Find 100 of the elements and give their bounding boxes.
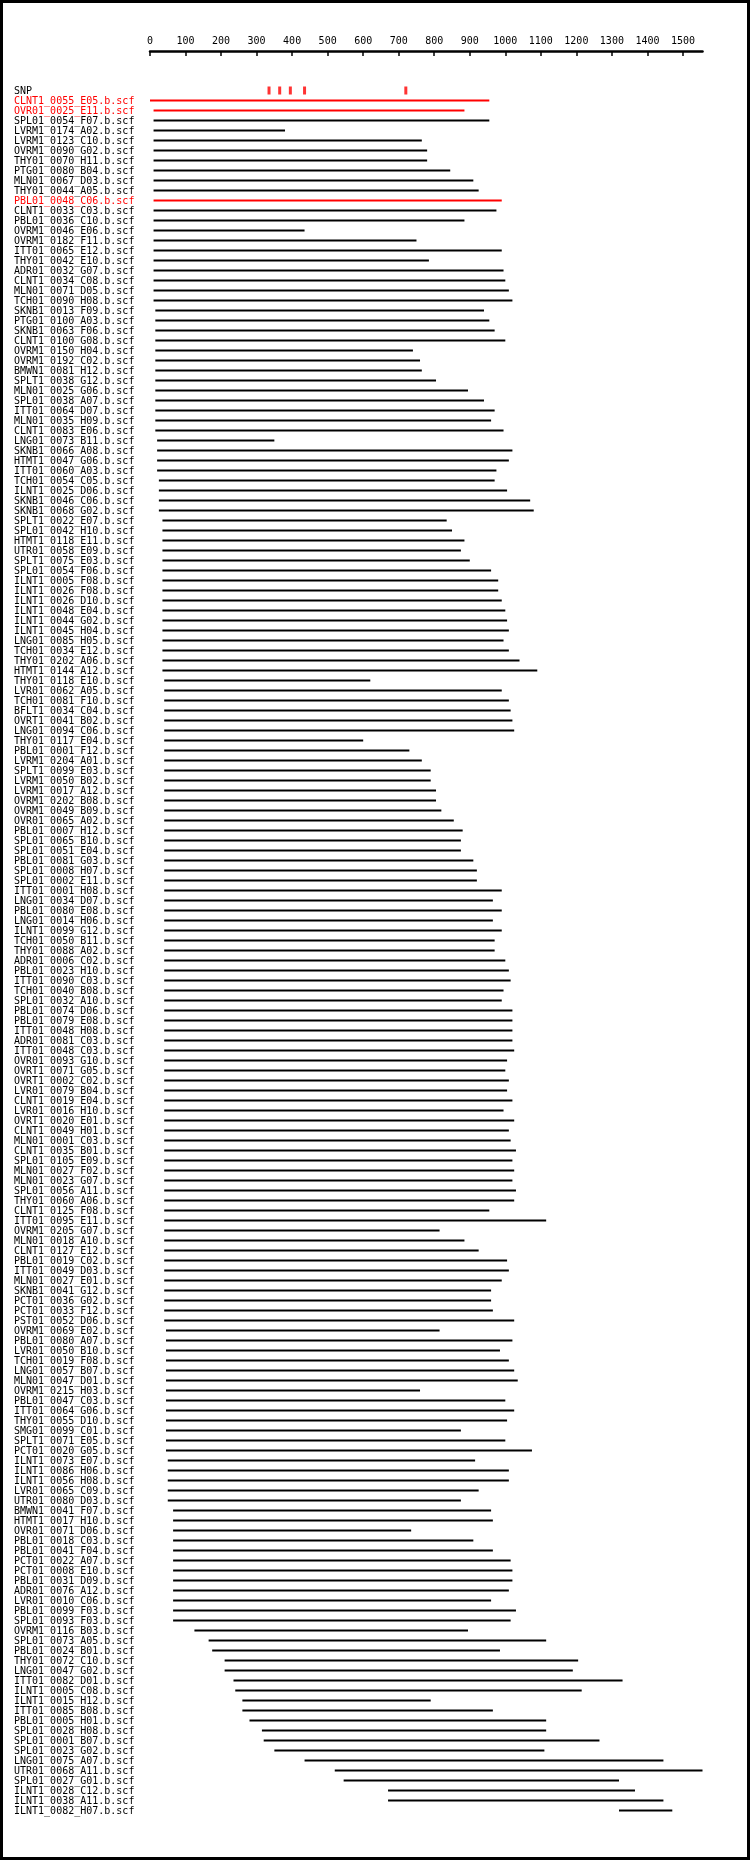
bar: [165, 1329, 440, 1332]
bar: [164, 1149, 516, 1152]
bar: [162, 599, 502, 602]
bar: [153, 199, 502, 202]
bar: [343, 1779, 619, 1782]
bar: [164, 1069, 506, 1072]
bar: [304, 1759, 664, 1762]
bar: [162, 619, 508, 622]
y-tick-label: PCT01_0022_A07.b.scf: [14, 1555, 135, 1567]
y-tick-label: ADR01_0032_G07.b.scf: [14, 265, 135, 277]
y-tick-label: OVRT1_0071_G05.b.scf: [14, 1065, 135, 1077]
y-tick-label: PBL01_0081_G03.b.scf: [14, 855, 135, 867]
bar: [158, 509, 534, 512]
y-tick-label: ILNT1_0038_A11.b.scf: [14, 1795, 135, 1807]
bar: [167, 1489, 479, 1492]
bar: [162, 639, 504, 642]
bar: [164, 1169, 515, 1172]
bar: [164, 1319, 515, 1322]
y-tick-label: MLN01_0027_E01.b.scf: [14, 1275, 135, 1287]
y-tick-label: CLNT1_0100_G08.b.scf: [14, 335, 135, 347]
bar: [155, 409, 495, 412]
bar: [155, 379, 437, 382]
bar: [164, 759, 422, 762]
bar: [155, 419, 492, 422]
y-tick-label: OVRM1_0192_C02.b.scf: [14, 355, 135, 367]
bar: [164, 1289, 492, 1292]
bar: [157, 459, 509, 462]
bar: [173, 1619, 511, 1622]
y-tick-label: ITT01_0049_D03.b.scf: [14, 1265, 135, 1277]
bar: [158, 479, 495, 482]
bar: [164, 1189, 516, 1192]
bar: [162, 669, 538, 672]
bar: [162, 559, 470, 562]
y-tick-label: MLN01_0018_A10.b.scf: [14, 1235, 135, 1247]
y-tick-label: ITT01_0048_H08.b.scf: [14, 1025, 135, 1037]
y-tick-label: PST01_0052_D06.b.scf: [14, 1315, 135, 1327]
x-tick-label: 1500: [670, 34, 696, 46]
y-tick-label: OVR01_0093_G10.b.scf: [14, 1055, 135, 1067]
y-tick-label: HTMT1_0047_G06.b.scf: [14, 455, 135, 467]
y-tick-label: LVR01_0065_C09.b.scf: [14, 1485, 135, 1497]
bar: [164, 1139, 511, 1142]
bar: [173, 1599, 492, 1602]
y-tick-label: CLNT1_0019_E04.b.scf: [14, 1095, 135, 1107]
bar: [153, 119, 490, 122]
bar: [153, 229, 305, 232]
bar: [165, 1359, 509, 1362]
bar: [164, 779, 431, 782]
bar: [164, 1199, 515, 1202]
bar: [173, 1609, 516, 1612]
y-tick-label: PBL01_0023_H10.b.scf: [14, 965, 135, 977]
y-tick-label: MLN01_0027_F02.b.scf: [14, 1165, 135, 1177]
bar: [164, 939, 495, 942]
x-tick-label: 300: [247, 34, 266, 46]
y-tick-label: SPLT1_0038_G12.b.scf: [14, 375, 135, 387]
bar: [242, 1699, 431, 1702]
bar: [153, 279, 506, 282]
bar: [164, 1029, 513, 1032]
bar: [164, 989, 504, 992]
y-tick-label: SPL01_0002_E11.b.scf: [14, 875, 135, 887]
y-tick-label: MLN01_0067_D03.b.scf: [14, 175, 135, 187]
bar: [164, 869, 477, 872]
y-tick-label: TCH01_0081_F10.b.scf: [14, 695, 135, 707]
y-tick-label: OVRM1_0046_E06.b.scf: [14, 225, 135, 237]
bar: [155, 309, 484, 312]
y-tick-label: SPL01_0093_F03.b.scf: [14, 1615, 135, 1627]
y-tick-label: ITT01_0064_G06.b.scf: [14, 1405, 135, 1417]
bar: [164, 889, 502, 892]
y-tick-label: ILNT1_0015_H12.b.scf: [14, 1695, 135, 1707]
y-tick-label: PBL01_0019_C02.b.scf: [14, 1255, 135, 1267]
y-tick-label: UTR01_0058_E09.b.scf: [14, 545, 135, 557]
y-tick-label: ADR01_0081_C03.b.scf: [14, 1035, 135, 1047]
y-tick-label: ILNT1_0005_C08.b.scf: [14, 1685, 135, 1697]
bar: [165, 1409, 515, 1412]
bar: [164, 709, 511, 712]
y-tick-label: ILNT1_0082_H07.b.scf: [14, 1805, 135, 1817]
bar: [164, 1099, 513, 1102]
y-tick-label: ITT01_0095_E11.b.scf: [14, 1215, 135, 1227]
bar: [162, 539, 465, 542]
bar: [153, 129, 286, 132]
bar: [164, 1269, 509, 1272]
y-tick-label: BFLT1_0034_C04.b.scf: [14, 705, 135, 717]
y-tick-label: LVRM1_0123_C10.b.scf: [14, 135, 135, 147]
bar: [153, 299, 513, 302]
y-tick-label: TCH01_0019_F08.b.scf: [14, 1355, 135, 1367]
y-tick-label: OVR01_0065_A02.b.scf: [14, 815, 135, 827]
y-tick-label: PBL01_0024_B01.b.scf: [14, 1645, 135, 1657]
bar: [164, 749, 410, 752]
y-tick-label: THY01_0072_C10.b.scf: [14, 1655, 135, 1667]
x-tick-label: 1400: [635, 34, 660, 46]
y-tick-label: SPL01_0023_G02.b.scf: [14, 1745, 135, 1757]
y-tick-label: TCH01_0034_E12.b.scf: [14, 645, 135, 657]
bar: [173, 1569, 513, 1572]
y-tick-label: SPL01_0032_A10.b.scf: [14, 995, 135, 1007]
bar: [224, 1669, 573, 1672]
bar: [164, 1039, 513, 1042]
bar: [173, 1529, 412, 1532]
bar: [274, 1749, 545, 1752]
bar: [164, 1009, 513, 1012]
y-tick-label: LVR01_0016_H10.b.scf: [14, 1105, 135, 1117]
y-tick-label: ITT01_0065_E12.b.scf: [14, 245, 135, 257]
